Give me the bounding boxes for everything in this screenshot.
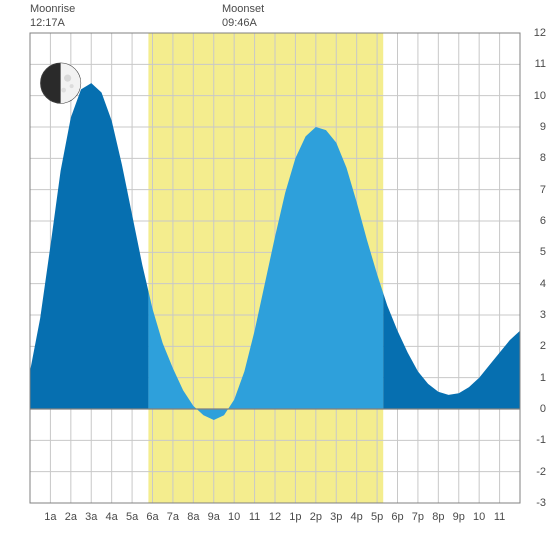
x-tick: 3p bbox=[326, 511, 346, 523]
y-tick: -2 bbox=[524, 466, 546, 478]
x-tick: 10 bbox=[224, 511, 244, 523]
moonset-title: Moonset bbox=[222, 2, 264, 16]
y-tick: -3 bbox=[524, 497, 546, 509]
y-tick: 7 bbox=[524, 184, 546, 196]
x-tick: 9a bbox=[204, 511, 224, 523]
x-tick: 2a bbox=[61, 511, 81, 523]
x-tick: 10 bbox=[469, 511, 489, 523]
x-tick: 11 bbox=[490, 511, 510, 523]
y-tick: 2 bbox=[524, 340, 546, 352]
moonrise-title: Moonrise bbox=[30, 2, 75, 16]
moonset-time: 09:46A bbox=[222, 16, 264, 30]
y-tick: 10 bbox=[524, 90, 546, 102]
x-tick: 7a bbox=[163, 511, 183, 523]
y-tick: 9 bbox=[524, 121, 546, 133]
moon-phase-icon bbox=[41, 63, 81, 103]
x-tick: 1a bbox=[40, 511, 60, 523]
x-tick: 8p bbox=[428, 511, 448, 523]
y-tick: 0 bbox=[524, 403, 546, 415]
tide-moon-chart: { "labels": { "moonrise_title": "Moonris… bbox=[0, 0, 550, 550]
x-tick: 11 bbox=[245, 511, 265, 523]
x-tick: 7p bbox=[408, 511, 428, 523]
x-tick: 3a bbox=[81, 511, 101, 523]
y-tick: 11 bbox=[524, 58, 546, 70]
moonset-label: Moonset 09:46A bbox=[222, 2, 264, 31]
y-tick: 3 bbox=[524, 309, 546, 321]
x-tick: 12 bbox=[265, 511, 285, 523]
moonrise-time: 12:17A bbox=[30, 16, 75, 30]
y-tick: 12 bbox=[524, 27, 546, 39]
chart-svg bbox=[0, 0, 550, 550]
x-tick: 5p bbox=[367, 511, 387, 523]
y-tick: 1 bbox=[524, 372, 546, 384]
x-tick: 5a bbox=[122, 511, 142, 523]
y-tick: 4 bbox=[524, 278, 546, 290]
x-tick: 6a bbox=[143, 511, 163, 523]
x-tick: 4p bbox=[347, 511, 367, 523]
y-tick: -1 bbox=[524, 434, 546, 446]
x-tick: 1p bbox=[285, 511, 305, 523]
x-tick: 2p bbox=[306, 511, 326, 523]
x-tick: 9p bbox=[449, 511, 469, 523]
x-tick: 4a bbox=[102, 511, 122, 523]
x-tick: 8a bbox=[183, 511, 203, 523]
y-tick: 5 bbox=[524, 246, 546, 258]
moonrise-label: Moonrise 12:17A bbox=[30, 2, 75, 31]
y-tick: 6 bbox=[524, 215, 546, 227]
y-tick: 8 bbox=[524, 152, 546, 164]
x-tick: 6p bbox=[388, 511, 408, 523]
